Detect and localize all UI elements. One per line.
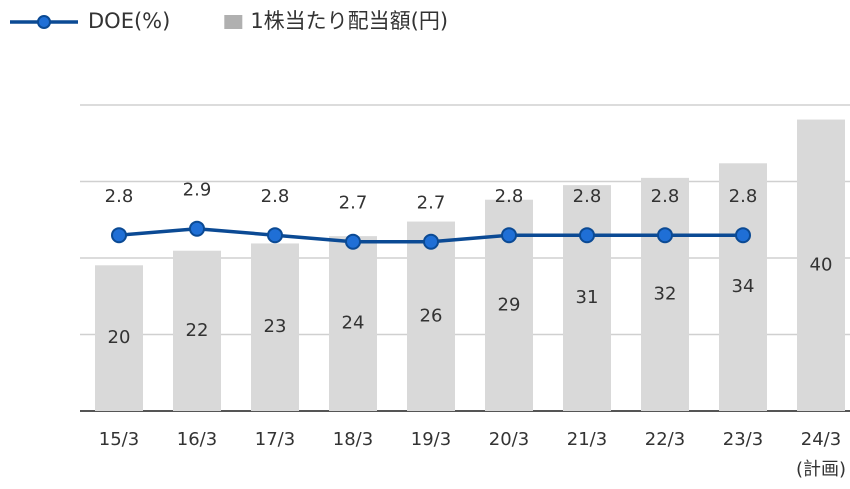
bar-value-label: 20 [108,327,131,348]
bar [95,265,143,411]
line-value-label: 2.7 [339,193,368,214]
bar-value-label: 40 [810,254,833,275]
bar [641,177,689,411]
line-marker [501,227,517,244]
line-marker [423,233,439,250]
line-marker [579,227,595,244]
x-tick-label: 20/3 [489,429,529,450]
line-value-label: 2.8 [573,186,602,207]
legend-swatch [224,15,243,29]
bar-value-label: 22 [186,320,209,341]
x-tick-label: 24/3 (計画) [796,429,846,480]
line-marker [111,227,127,244]
x-tick-label: 15/3 [99,429,139,450]
line-marker [267,227,283,244]
bar [407,221,455,411]
line-marker [345,233,361,250]
x-tick-label: 23/3 [723,429,763,450]
x-tick-label: 22/3 [645,429,685,450]
line-value-label: 2.8 [651,186,680,207]
bar-value-label: 32 [654,283,677,304]
bar-value-label: 34 [732,276,755,297]
line-marker [735,227,751,244]
bar-value-label: 31 [576,287,599,308]
line-value-label: 2.8 [729,186,758,207]
bar-value-label: 29 [498,294,521,315]
line-value-label: 2.7 [417,193,446,214]
line-value-label: 2.8 [261,186,290,207]
legend-marker [37,15,51,29]
legend-label: DOE(%) [88,9,170,33]
x-tick-label: 21/3 [567,429,607,450]
line-marker [657,227,673,244]
line-value-label: 2.8 [495,186,524,207]
bar [563,185,611,411]
x-tick-label: 17/3 [255,429,295,450]
line-value-label: 2.8 [105,186,134,207]
bar-value-label: 24 [342,313,365,334]
line-value-label: 2.9 [183,180,212,201]
bar-value-label: 23 [264,316,287,337]
legend-label: 1株当たり配当額(円) [250,9,448,33]
x-tick-label: 16/3 [177,429,217,450]
bar [251,243,299,411]
bar [173,250,221,411]
x-tick-label: 18/3 [333,429,373,450]
x-tick-label: 19/3 [411,429,451,450]
bar-value-label: 26 [420,305,443,326]
bar [329,236,377,411]
line-marker [189,220,205,237]
bar [719,163,767,411]
bar [797,119,845,412]
